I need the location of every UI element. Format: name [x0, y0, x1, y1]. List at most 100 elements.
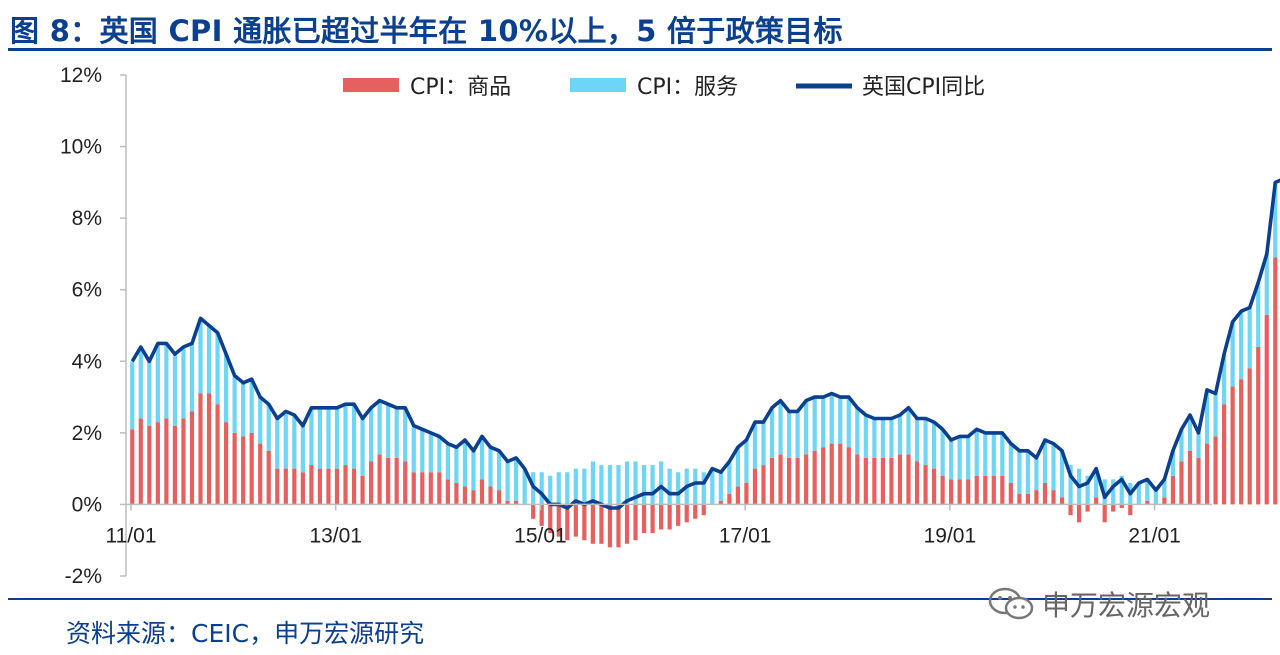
bar-goods: [1264, 314, 1269, 505]
bar-services: [863, 414, 868, 458]
bar-services: [215, 332, 220, 405]
bar-services: [880, 418, 886, 458]
bar-goods: [966, 479, 971, 505]
bar-services: [1187, 414, 1193, 451]
y-tick-label: 10%: [60, 136, 102, 159]
bar-services: [539, 472, 544, 505]
bar-services: [1017, 450, 1022, 494]
cpi-chart: 12% 10% 8% 6% 4% 2% 0% -2%11/01 13/01 15/01 17/01 1…: [60, 64, 1280, 588]
bar-goods: [650, 504, 655, 534]
bar-goods: [1145, 500, 1150, 505]
bar-goods: [462, 486, 468, 505]
bar-services: [1264, 253, 1269, 315]
bar-goods: [386, 457, 391, 505]
bar-goods: [249, 432, 254, 505]
bar-services: [249, 379, 254, 433]
bar-goods: [155, 422, 160, 505]
bar-services: [1179, 429, 1184, 462]
bar-services: [164, 343, 169, 419]
bar-services: [855, 407, 860, 455]
bar-goods: [1111, 504, 1116, 512]
bar-services: [1034, 457, 1039, 491]
bar-goods: [573, 504, 578, 537]
bar-goods: [1187, 450, 1193, 505]
bar-goods: [369, 461, 374, 505]
bar-services: [718, 472, 723, 501]
source-note: 资料来源：CEIC，申万宏源研究: [66, 619, 425, 648]
bar-services: [462, 440, 468, 487]
bar-services: [1059, 450, 1065, 498]
bar-services: [1204, 389, 1210, 444]
bar-services: [829, 393, 834, 444]
bar-services: [641, 465, 647, 505]
bar-services: [437, 436, 442, 473]
bar-goods: [531, 504, 536, 519]
legend-swatch-goods: [343, 78, 399, 92]
bar-goods: [1239, 379, 1244, 505]
bar-goods: [428, 472, 433, 505]
bar-services: [838, 397, 843, 444]
bar-goods: [1179, 461, 1184, 505]
bar-goods: [786, 457, 792, 505]
bar-services: [957, 436, 962, 480]
bar-goods: [590, 504, 595, 544]
bar-goods: [607, 504, 613, 548]
bar-services: [420, 429, 425, 473]
bar-services: [479, 436, 485, 480]
bar-services: [147, 361, 152, 426]
bar-goods: [505, 500, 510, 505]
bar-goods: [1076, 504, 1082, 523]
bar-services: [812, 397, 817, 451]
bar-services: [1085, 475, 1090, 505]
wechat-icon: [988, 587, 1034, 620]
bar-services: [496, 450, 502, 491]
bar-services: [428, 432, 433, 473]
bar-services: [1068, 465, 1073, 505]
bar-goods: [181, 418, 186, 505]
bar-goods: [343, 465, 348, 505]
bar-goods: [701, 504, 706, 516]
bar-goods: [1051, 490, 1056, 505]
bar-goods: [471, 490, 476, 505]
x-tick-label: 15/01: [514, 524, 567, 547]
bar-goods: [300, 472, 305, 505]
bar-goods: [906, 454, 911, 505]
bar-goods: [317, 468, 323, 505]
bar-goods: [821, 447, 826, 505]
bar-goods: [130, 429, 135, 505]
bar-goods: [1170, 475, 1176, 505]
bar-services: [556, 472, 561, 505]
bar-services: [650, 465, 655, 505]
bar-services: [676, 472, 681, 505]
y-tick-label: 0%: [72, 493, 102, 516]
bar-services: [266, 404, 271, 451]
bar-goods: [1034, 490, 1039, 505]
watermark-text: 申万宏源宏观: [1042, 589, 1211, 622]
bar-services: [599, 465, 604, 505]
bar-goods: [667, 504, 672, 530]
bar-goods: [514, 500, 519, 505]
bar-goods: [326, 468, 331, 505]
bar-goods: [641, 504, 647, 534]
bar-goods: [880, 457, 886, 505]
bar-goods: [855, 454, 860, 505]
bar-goods: [420, 472, 425, 505]
footer-divider: [8, 598, 1272, 600]
bar-goods: [684, 504, 689, 523]
bar-goods: [394, 457, 399, 505]
bar-services: [403, 407, 408, 462]
bar-services: [1230, 321, 1235, 387]
bar-services: [514, 457, 519, 501]
bar-services: [991, 432, 996, 476]
bar-goods: [437, 472, 442, 505]
bar-services: [283, 411, 288, 469]
bar-goods: [983, 475, 988, 505]
bar-services: [411, 425, 416, 473]
bar-services: [974, 429, 979, 476]
bar-goods: [804, 454, 809, 505]
bar-goods: [1213, 436, 1218, 505]
bar-services: [872, 418, 877, 458]
bar-services: [1119, 475, 1124, 505]
bar-goods: [957, 479, 962, 505]
bar-services: [343, 404, 348, 466]
